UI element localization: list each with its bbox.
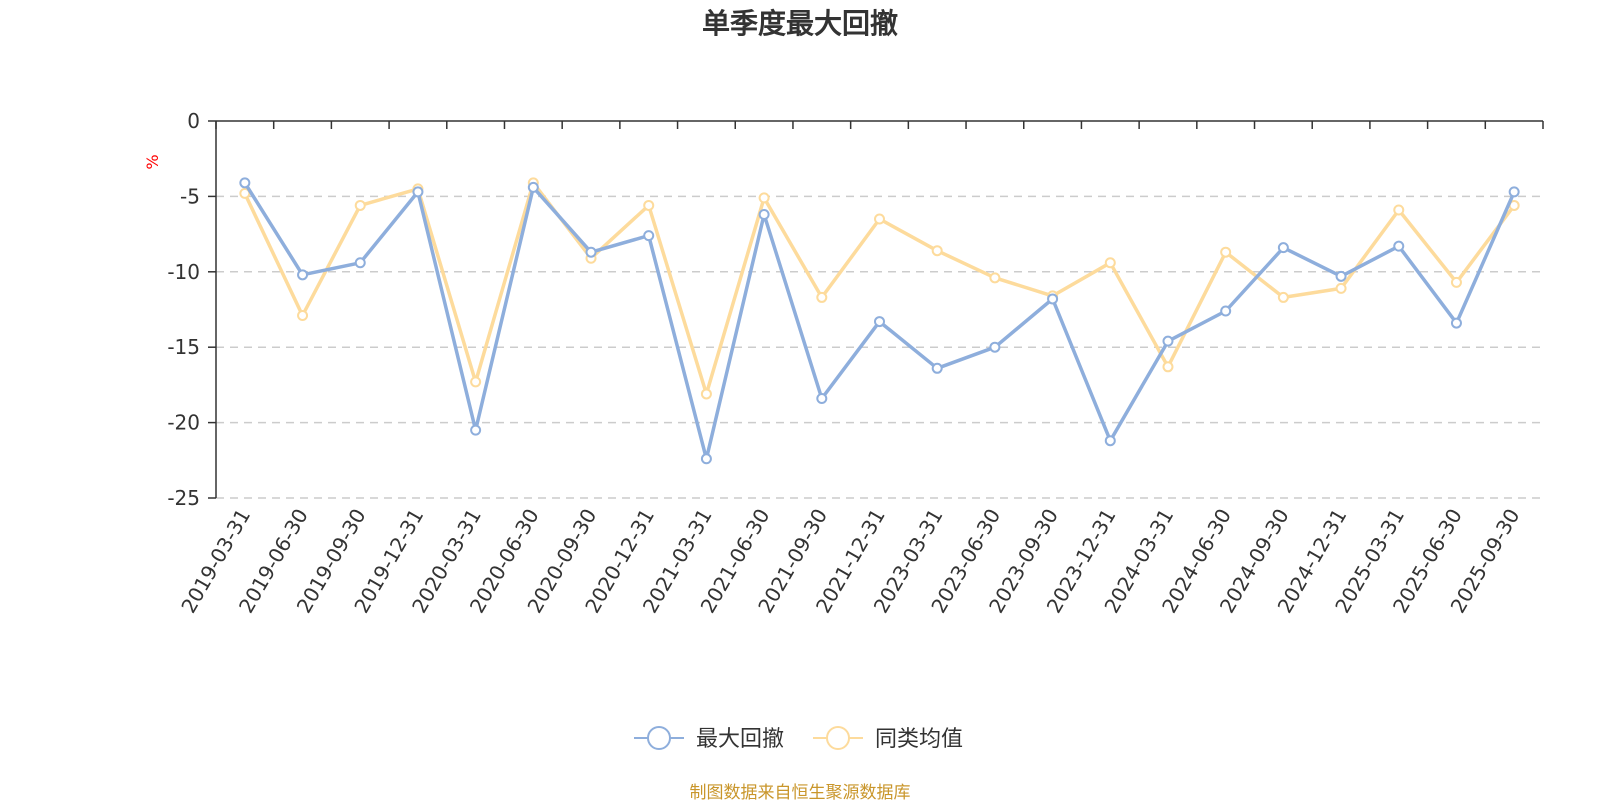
data-point	[1450, 276, 1462, 288]
data-point	[1277, 291, 1289, 303]
data-point	[1277, 242, 1289, 254]
data-point	[354, 199, 366, 211]
data-point	[297, 310, 309, 322]
data-point	[239, 187, 251, 199]
data-point	[643, 199, 655, 211]
data-point	[700, 453, 712, 465]
data-point	[874, 213, 885, 225]
chart-title: 单季度最大回撤	[701, 7, 898, 40]
data-point	[297, 269, 309, 281]
data-point	[1162, 361, 1174, 373]
data-point	[1393, 240, 1405, 252]
y-unit-label: %	[143, 154, 162, 169]
y-tick-label: -25	[167, 486, 200, 510]
data-point	[527, 181, 539, 193]
data-point	[1104, 257, 1116, 269]
data-point	[874, 316, 885, 328]
legend-marker	[826, 726, 850, 750]
data-point	[816, 291, 828, 303]
data-point	[643, 230, 655, 242]
data-point	[989, 272, 1001, 284]
data-point	[1220, 305, 1232, 317]
data-point	[1104, 435, 1116, 447]
data-point	[989, 341, 1001, 353]
data-point	[239, 177, 251, 189]
data-point	[758, 192, 770, 204]
legend-marker	[647, 726, 671, 750]
y-tick-label: -20	[167, 411, 200, 435]
data-point	[1335, 270, 1347, 282]
data-point	[412, 186, 424, 198]
data-point	[585, 246, 597, 258]
data-point	[470, 424, 482, 436]
data-point	[1220, 246, 1232, 258]
legend-label: 最大回撤	[696, 727, 784, 752]
data-point	[1393, 204, 1405, 216]
data-point	[1162, 335, 1174, 347]
y-tick-label: 0	[187, 109, 200, 133]
data-point	[1508, 186, 1520, 198]
y-tick-label: -15	[167, 335, 200, 359]
legend-label: 同类均值	[875, 727, 963, 752]
data-point	[700, 388, 712, 400]
data-point	[931, 245, 943, 257]
data-point	[1335, 282, 1347, 294]
data-point	[931, 362, 943, 374]
data-source-note: 制图数据来自恒生聚源数据库	[689, 783, 911, 803]
data-point	[1450, 317, 1462, 329]
y-tick-label: -10	[167, 260, 200, 284]
data-point	[758, 208, 770, 220]
data-point	[354, 257, 366, 269]
data-point	[1047, 293, 1059, 305]
data-point	[816, 392, 828, 404]
data-point	[470, 376, 482, 388]
y-tick-label: -5	[180, 184, 200, 208]
